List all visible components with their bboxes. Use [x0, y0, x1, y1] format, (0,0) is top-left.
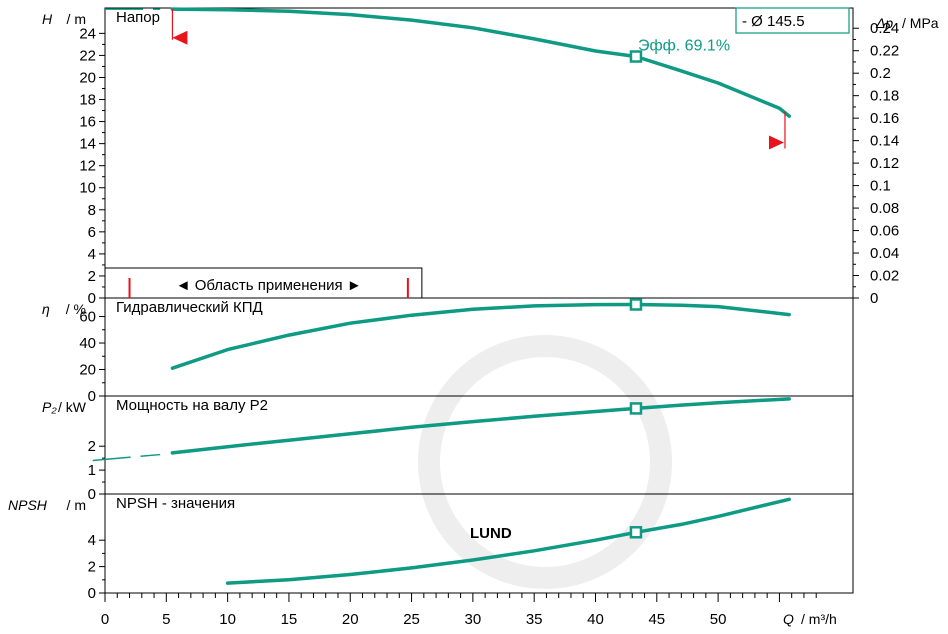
right-tick-label: 0.06 — [870, 223, 899, 240]
y-tick-label: 10 — [79, 180, 96, 197]
x-tick-label: 20 — [342, 611, 359, 628]
series-line — [225, 497, 791, 585]
right-tick-label: 0.24 — [870, 20, 899, 37]
series-line — [170, 302, 791, 370]
operating-point-marker — [629, 526, 643, 539]
series-line — [170, 7, 791, 118]
x-tick-label: 15 — [281, 611, 298, 628]
plot-frame — [104, 7, 854, 594]
x-tick-label: 35 — [526, 611, 543, 628]
x-tick-label: 0 — [101, 611, 109, 628]
labels-layer: Напор Эфф. 69.1% ◄ Область применения ► Гид… — [104, 7, 850, 512]
y-axis-unit: / kW — [58, 399, 87, 415]
y-tick-label: 8 — [88, 202, 96, 219]
panel-title: Напор — [116, 9, 160, 26]
max-flow-arrow — [768, 135, 784, 150]
panel-title: Мощность на валу P2 — [116, 397, 268, 414]
y-axis-var: η — [42, 301, 50, 317]
x-tick-label: 30 — [465, 611, 482, 628]
application-range-label: ◄ Область применения ► — [176, 277, 362, 294]
y-tick-label: 20 — [79, 69, 96, 86]
y-axis-var: H — [42, 11, 53, 27]
right-tick-label: 0.08 — [870, 200, 899, 217]
right-tick-label: 0.2 — [870, 65, 891, 82]
y-tick-label: 24 — [79, 25, 96, 42]
y-axis-unit: / % — [66, 301, 86, 317]
y-tick-label: 18 — [79, 92, 96, 109]
right-tick-label: 0.04 — [870, 245, 899, 262]
y-tick-label: 60 — [79, 309, 96, 326]
y-tick-label: 4 — [88, 532, 96, 549]
x-tick-label: 50 — [710, 611, 727, 628]
x-tick-label: 40 — [587, 611, 604, 628]
curves-layer — [92, 7, 791, 585]
y-tick-label: 0 — [88, 486, 96, 503]
x-tick-label: 25 — [403, 611, 420, 628]
y-tick-label: 40 — [79, 335, 96, 352]
x-axis-unit: / m³/h — [801, 611, 837, 627]
y-tick-label: 20 — [79, 362, 96, 379]
y-tick-label: 22 — [79, 47, 96, 64]
right-tick-label: 0.16 — [870, 110, 899, 127]
min-flow-arrow — [172, 30, 188, 45]
watermark-ring — [418, 335, 672, 589]
y-axis-unit: / m — [67, 497, 86, 513]
right-axis-unit: / MPa — [902, 15, 939, 31]
curve-extension — [92, 453, 161, 462]
operating-point-marker — [629, 298, 643, 311]
right-axis-var: Δp — [875, 15, 893, 31]
y-tick-label: 4 — [88, 246, 96, 263]
right-tick-label: 0.14 — [870, 133, 899, 150]
y-tick-label: 0 — [88, 585, 96, 602]
right-tick-label: 0.22 — [870, 43, 899, 60]
y-tick-label: 0 — [88, 290, 96, 307]
efficiency-label: Эфф. 69.1% — [638, 38, 730, 55]
right-tick-label: 0.18 — [870, 88, 899, 105]
x-tick-label: 5 — [162, 611, 170, 628]
application-range-box — [104, 267, 423, 299]
y-axis-var: P₂ — [42, 399, 57, 415]
right-tick-label: 0.12 — [870, 155, 899, 172]
y-tick-label: 2 — [88, 268, 96, 285]
y-tick-label: 16 — [79, 114, 96, 131]
y-tick-label: 2 — [88, 559, 96, 576]
right-tick-label: 0.02 — [870, 268, 899, 285]
y-axis-unit: / m — [67, 11, 86, 27]
operating-point-marker — [629, 402, 643, 415]
right-tick-label: 0 — [870, 290, 878, 307]
y-tick-label: 2 — [88, 438, 96, 455]
y-axis-var: NPSH — [8, 497, 48, 513]
x-tick-label: 10 — [219, 611, 236, 628]
panel-title: NPSH - значения — [116, 495, 235, 512]
x-axis-var: Q — [783, 611, 794, 627]
y-tick-label: 14 — [79, 136, 96, 153]
y-tick-label: 12 — [79, 158, 96, 175]
x-tick-label: 45 — [648, 611, 665, 628]
curve-legend-label: - Ø 145.5 — [742, 13, 805, 30]
watermark: LUND — [418, 335, 672, 589]
right-tick-label: 0.1 — [870, 178, 891, 195]
y-tick-label: 1 — [88, 462, 96, 479]
panel-title: Гидравлический КПД — [116, 299, 263, 316]
series-line — [170, 397, 791, 455]
curve-legend-box — [735, 7, 850, 34]
y-tick-label: 6 — [88, 224, 96, 241]
y-tick-label: 0 — [88, 388, 96, 405]
operating-point-marker — [629, 50, 643, 63]
watermark-text: LUND — [470, 525, 512, 542]
